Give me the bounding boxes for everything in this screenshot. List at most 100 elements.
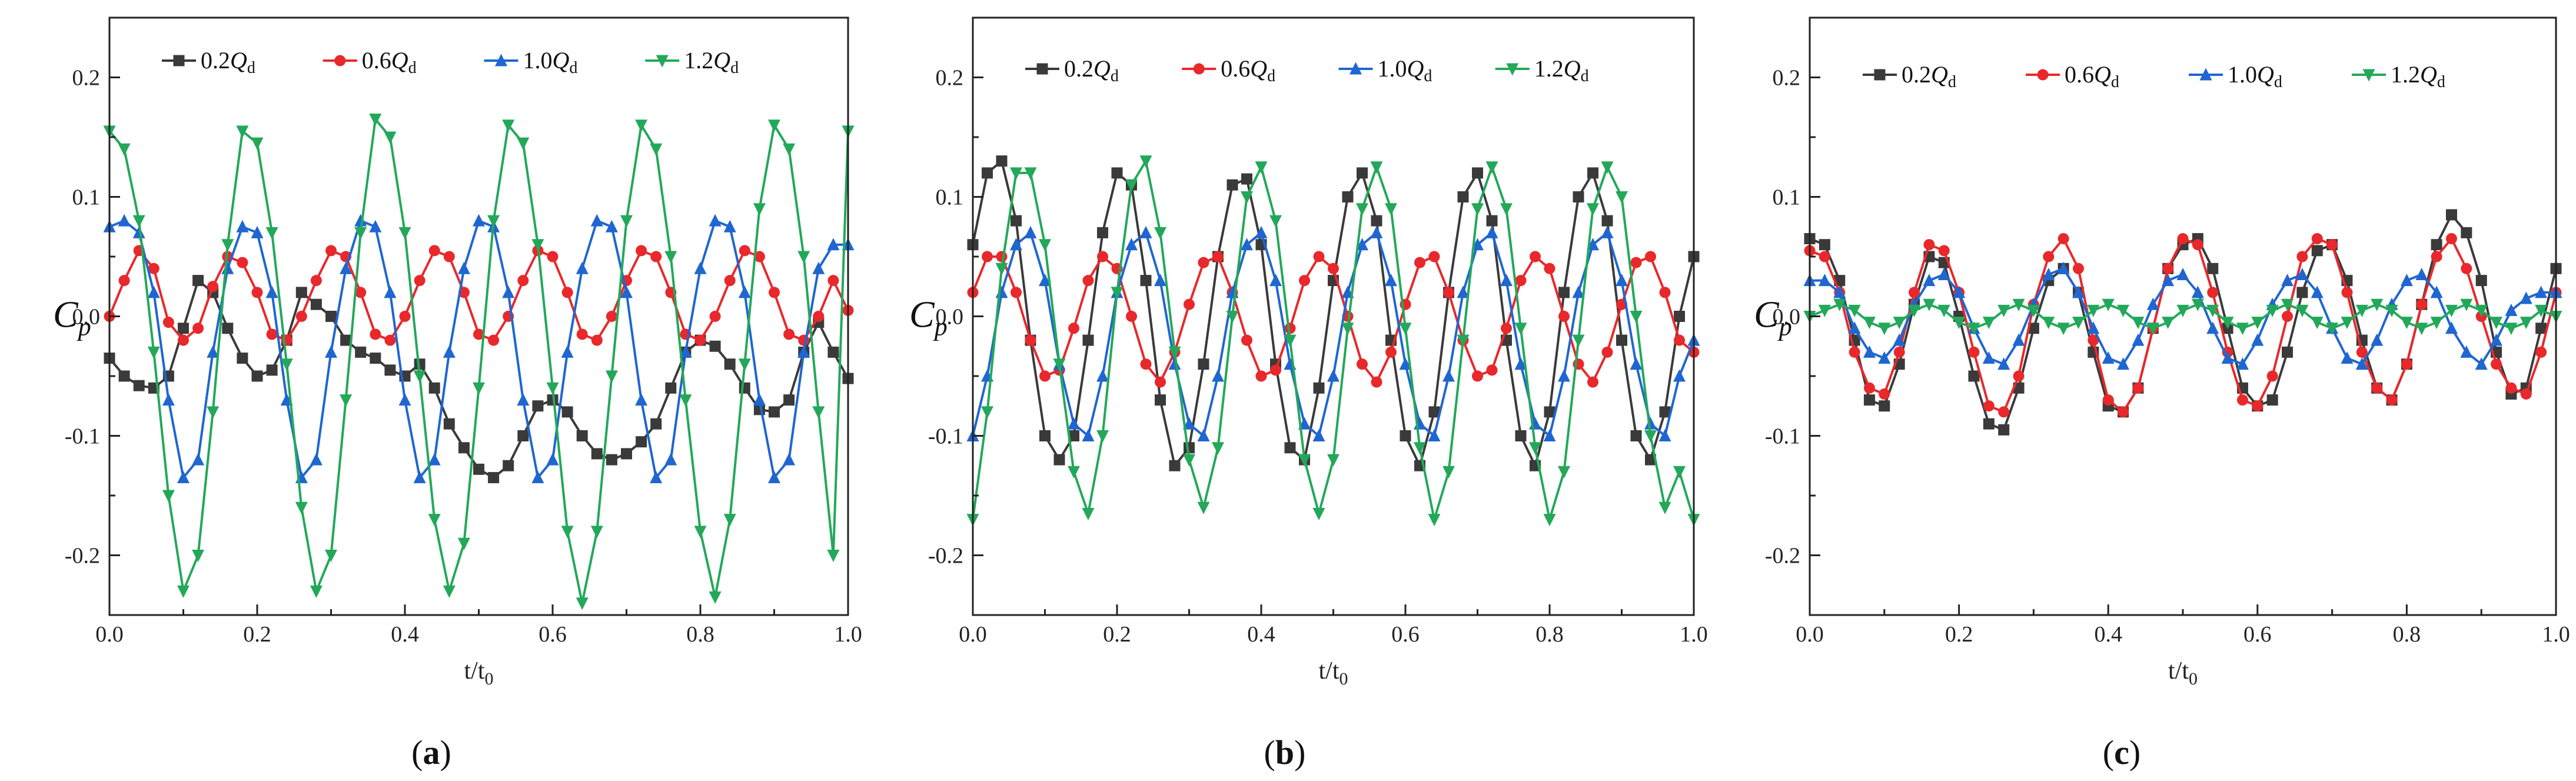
series-line-0 xyxy=(972,159,1695,467)
data-point-0-16 xyxy=(1198,358,1209,370)
data-point-1-22 xyxy=(428,245,440,257)
data-point-3-10 xyxy=(1953,317,1966,330)
data-point-0-45 xyxy=(769,406,780,418)
x-axis-label: t/t0 xyxy=(1318,657,1348,689)
series-group-0 xyxy=(103,114,855,610)
data-point-2-19 xyxy=(384,285,397,298)
data-point-3-44 xyxy=(1601,161,1614,174)
data-point-3-39 xyxy=(679,394,692,407)
data-point-0-21 xyxy=(414,358,426,370)
data-point-1-29 xyxy=(1385,346,1397,358)
data-point-3-46 xyxy=(1630,311,1643,323)
data-point-1-3 xyxy=(1849,346,1860,358)
data-point-0-14 xyxy=(310,298,322,310)
data-point-1-46 xyxy=(1630,257,1642,268)
data-point-3-49 xyxy=(827,550,840,562)
panel-caption: (b) xyxy=(1264,733,1306,772)
data-point-2-24 xyxy=(457,261,470,274)
data-point-3-42 xyxy=(723,514,736,527)
data-point-3-10 xyxy=(251,137,264,150)
data-point-3-3 xyxy=(1010,167,1022,180)
data-point-0-13 xyxy=(1998,424,2010,436)
data-point-0-32 xyxy=(1428,406,1440,418)
data-point-2-42 xyxy=(1572,285,1585,298)
data-point-2-13 xyxy=(1154,274,1166,287)
data-point-1-27 xyxy=(2207,287,2219,298)
data-point-2-4 xyxy=(1863,345,1876,358)
data-point-1-1 xyxy=(982,251,993,262)
data-point-3-20 xyxy=(1255,161,1268,174)
data-point-1-13 xyxy=(1998,406,2010,418)
data-point-3-26 xyxy=(487,215,500,228)
y-tick-label-4: 0.2 xyxy=(1773,66,1801,91)
data-point-3-47 xyxy=(1644,430,1657,443)
data-point-3-34 xyxy=(605,370,618,383)
data-point-0-10 xyxy=(1111,167,1123,179)
data-point-2-28 xyxy=(517,393,530,406)
data-point-3-8 xyxy=(221,239,234,252)
data-point-1-42 xyxy=(2431,251,2442,262)
data-point-1-38 xyxy=(1515,275,1527,287)
data-point-1-14 xyxy=(2013,370,2025,382)
data-point-1-4 xyxy=(1863,382,1875,394)
data-point-2-12 xyxy=(1982,351,1995,364)
data-point-3-37 xyxy=(650,143,663,156)
data-point-2-9 xyxy=(1096,369,1109,382)
data-point-2-20 xyxy=(2102,351,2115,364)
data-point-0-8 xyxy=(1082,334,1094,346)
legend-label-3: 1.2Qd xyxy=(684,47,739,77)
data-point-2-21 xyxy=(413,471,426,484)
x-tick-label-3: 0.6 xyxy=(1391,622,1420,647)
data-point-2-11 xyxy=(265,285,278,298)
data-point-0-28 xyxy=(1371,215,1382,227)
data-point-3-19 xyxy=(1241,191,1253,204)
data-point-1-7 xyxy=(1909,287,1920,298)
data-point-2-10 xyxy=(1953,285,1966,298)
data-point-3-48 xyxy=(2520,317,2532,330)
data-point-1-7 xyxy=(1068,323,1079,334)
data-point-1-46 xyxy=(783,328,795,340)
data-point-0-11 xyxy=(1968,370,1980,382)
data-point-0-26 xyxy=(1342,191,1354,202)
data-point-1-33 xyxy=(2296,251,2308,262)
data-point-0-5 xyxy=(178,323,189,334)
data-point-0-45 xyxy=(1616,334,1627,346)
data-point-2-24 xyxy=(1312,429,1325,441)
data-point-0-41 xyxy=(709,340,721,352)
data-point-0-35 xyxy=(1472,167,1483,179)
data-point-3-25 xyxy=(1327,454,1339,467)
data-point-1-29 xyxy=(2236,394,2248,406)
x-tick-label-4: 0.8 xyxy=(2393,622,2421,647)
data-point-3-1 xyxy=(981,406,993,419)
data-point-2-29 xyxy=(1385,274,1397,287)
data-point-1-9 xyxy=(237,257,248,268)
data-point-0-16 xyxy=(340,334,352,346)
x-tick-label-1: 0.2 xyxy=(1103,622,1131,647)
data-point-3-11 xyxy=(1967,323,1980,335)
data-point-1-44 xyxy=(1601,346,1613,358)
data-point-3-12 xyxy=(1982,317,1995,330)
data-point-0-34 xyxy=(606,454,617,466)
legend-label-3: 1.2Qd xyxy=(2391,61,2445,91)
data-point-3-43 xyxy=(2445,304,2458,317)
data-point-3-27 xyxy=(502,119,515,132)
data-point-3-12 xyxy=(1139,155,1152,168)
data-point-2-44 xyxy=(2460,345,2473,358)
data-point-2-6 xyxy=(1893,333,1906,346)
x-tick-label-3: 0.6 xyxy=(539,622,567,647)
data-point-1-23 xyxy=(443,251,455,262)
legend-label-2: 1.0Qd xyxy=(523,47,578,77)
data-point-2-16 xyxy=(1197,429,1210,441)
data-point-0-32 xyxy=(2282,346,2294,358)
data-point-2-21 xyxy=(1269,274,1282,287)
data-point-1-11 xyxy=(1968,346,1980,358)
data-point-0-14 xyxy=(1169,460,1181,471)
data-point-1-11 xyxy=(266,328,278,340)
data-point-1-46 xyxy=(2491,358,2502,370)
legend-marker-2 xyxy=(495,54,507,67)
data-point-0-49 xyxy=(1674,311,1685,322)
data-point-3-22 xyxy=(428,514,441,527)
data-point-2-34 xyxy=(2311,285,2324,298)
panel-caption: (a) xyxy=(411,733,451,772)
data-point-2-30 xyxy=(1399,357,1412,370)
